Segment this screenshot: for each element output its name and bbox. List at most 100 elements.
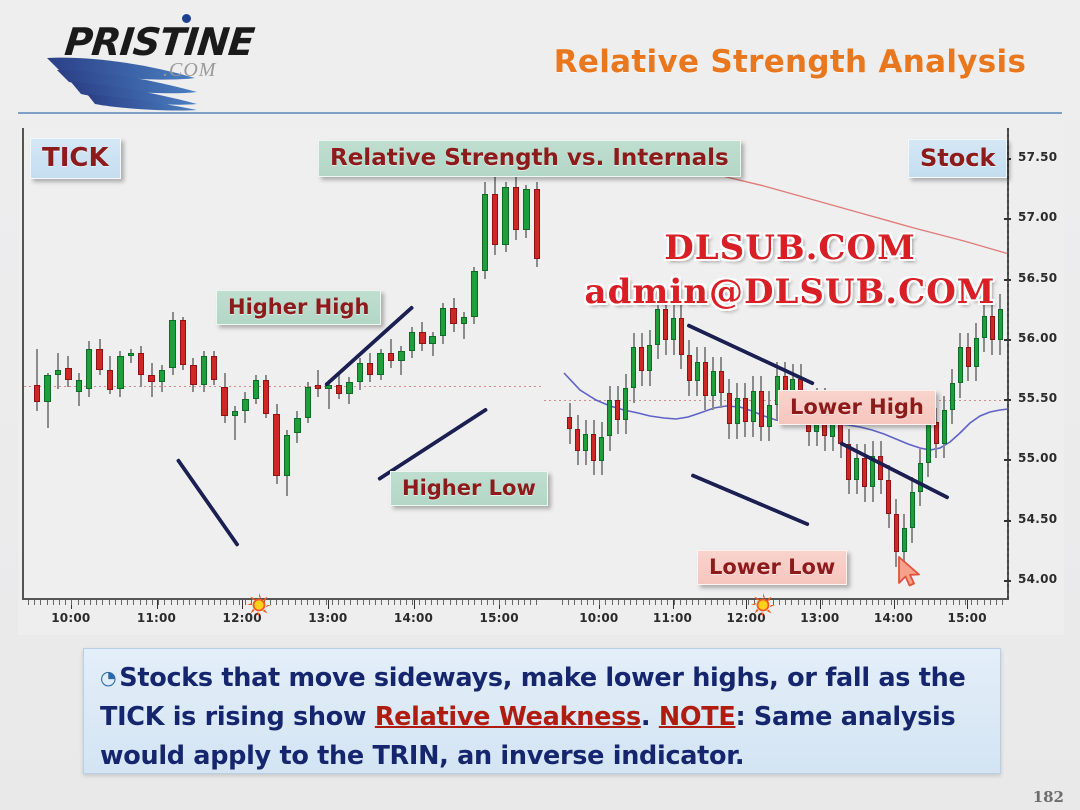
y-axis-tick-label: 55.50 xyxy=(1018,391,1058,406)
candlestick-body xyxy=(718,371,724,394)
x-axis-minor-tick xyxy=(661,600,663,605)
x-axis-minor-tick xyxy=(431,600,432,605)
x-axis-minor-tick xyxy=(288,600,290,605)
x-axis-minor-tick xyxy=(350,600,352,605)
reference-dotted-line-left xyxy=(24,386,544,387)
candlestick xyxy=(862,443,868,502)
candlestick-body xyxy=(639,347,645,372)
candlestick xyxy=(607,385,613,451)
x-axis-minor-tick xyxy=(114,600,116,605)
candlestick xyxy=(591,419,597,476)
candlestick xyxy=(957,332,963,398)
candlestick xyxy=(702,347,708,410)
candlestick-body xyxy=(941,409,947,444)
x-axis-tick-label: 10:00 xyxy=(579,611,619,625)
candlestick xyxy=(44,372,51,429)
x-axis-minor-tick xyxy=(344,600,346,605)
candlestick-body xyxy=(655,308,661,345)
x-axis-tick-label: 13:00 xyxy=(800,611,840,625)
pristine-logo: PRISTINE .COM xyxy=(45,12,275,111)
chart-area: 10:00 11:00 12:00 13:00 14:00 15:00 10:00 11:00… xyxy=(18,120,1064,635)
candlestick-body xyxy=(925,422,931,463)
x-axis-minor-tick xyxy=(611,600,613,605)
candlestick-body xyxy=(262,379,270,414)
candlestick-body xyxy=(615,400,621,420)
candlestick xyxy=(314,370,322,397)
x-axis-minor-tick xyxy=(946,600,948,605)
x-axis-minor-tick xyxy=(493,600,494,605)
candlestick-body xyxy=(575,429,581,451)
wing-graphic xyxy=(47,57,197,111)
candlestick-body xyxy=(210,355,218,380)
candlestick-body xyxy=(854,458,860,480)
candlestick-body xyxy=(96,348,103,371)
x-axis-minor-tick xyxy=(958,600,960,605)
x-axis-minor-tick xyxy=(245,600,246,605)
candlestick-body xyxy=(252,379,259,400)
y-axis-tick xyxy=(1004,218,1011,221)
label-lower-low: Lower Low xyxy=(697,550,848,585)
candlestick-body xyxy=(242,399,249,412)
x-axis-minor-tick xyxy=(586,600,588,605)
candlestick-body xyxy=(429,336,436,344)
candlestick-body xyxy=(387,353,395,361)
candlestick-body xyxy=(909,491,915,529)
x-axis-minor-tick xyxy=(791,600,793,605)
x-axis-tick-label: 13:00 xyxy=(308,611,348,625)
candlestick xyxy=(949,369,955,425)
x-axis-minor-tick xyxy=(580,600,582,605)
candlestick xyxy=(758,376,764,442)
x-axis-minor-tick xyxy=(158,600,160,605)
candlestick xyxy=(583,419,589,466)
candlestick xyxy=(335,372,343,400)
note-part-1: Stocks that move sideways, make lower hi… xyxy=(100,663,966,732)
x-axis-minor-tick xyxy=(698,600,700,605)
candlestick-body xyxy=(846,443,852,480)
x-axis-minor-tick xyxy=(189,600,191,605)
y-axis-tick-label: 55.00 xyxy=(1018,451,1058,466)
x-axis-minor-tick xyxy=(139,600,141,605)
x-axis-minor-tick xyxy=(772,600,774,605)
candlestick-body xyxy=(460,317,468,325)
candlestick-body xyxy=(419,331,426,344)
x-axis-minor-tick xyxy=(449,600,451,605)
x-axis-minor-tick xyxy=(511,600,513,605)
x-axis-minor-tick xyxy=(65,600,67,605)
candlestick-body xyxy=(567,417,573,430)
note-part-3: : Same analysis would apply to the TRIN,… xyxy=(100,702,956,771)
candlestick-body xyxy=(878,455,884,480)
candlestick-body xyxy=(631,347,637,389)
x-axis-minor-tick xyxy=(729,600,731,605)
candlestick xyxy=(742,383,748,437)
x-axis-minor-tick xyxy=(83,600,85,605)
candlestick xyxy=(599,422,605,476)
candlestick-body xyxy=(734,397,740,425)
x-axis-minor-tick xyxy=(214,600,215,605)
candlestick-body xyxy=(450,307,457,325)
candlestick xyxy=(671,303,676,355)
header-divider xyxy=(18,112,1062,114)
x-axis-minor-tick xyxy=(853,600,855,605)
candlestick xyxy=(242,391,249,424)
label-lower-high: Lower High xyxy=(778,390,936,425)
candlestick-wick xyxy=(129,348,132,363)
candlestick xyxy=(96,338,103,376)
candlestick-body xyxy=(997,308,1003,341)
candlestick-body xyxy=(949,383,955,410)
x-axis-minor-tick xyxy=(375,600,377,605)
candlestick-body xyxy=(148,375,155,383)
x-axis-minor-tick xyxy=(40,600,42,605)
x-axis-minor-tick xyxy=(692,600,694,605)
x-axis-minor-tick xyxy=(723,600,725,605)
candlestick-body xyxy=(686,354,692,382)
candlestick-body xyxy=(169,319,176,368)
candlestick-body xyxy=(981,315,987,338)
x-axis-minor-tick xyxy=(971,600,973,605)
candlestick-body xyxy=(710,371,716,396)
label-higher-high: Higher High xyxy=(216,290,382,325)
x-axis-minor-tick xyxy=(517,600,519,605)
x-axis-minor-tick xyxy=(52,600,54,605)
x-axis: 10:00 11:00 12:00 13:00 14:00 15:00 10:00 11:00… xyxy=(22,600,1007,630)
candlestick xyxy=(567,402,573,444)
label-higher-low: Higher Low xyxy=(390,471,548,506)
